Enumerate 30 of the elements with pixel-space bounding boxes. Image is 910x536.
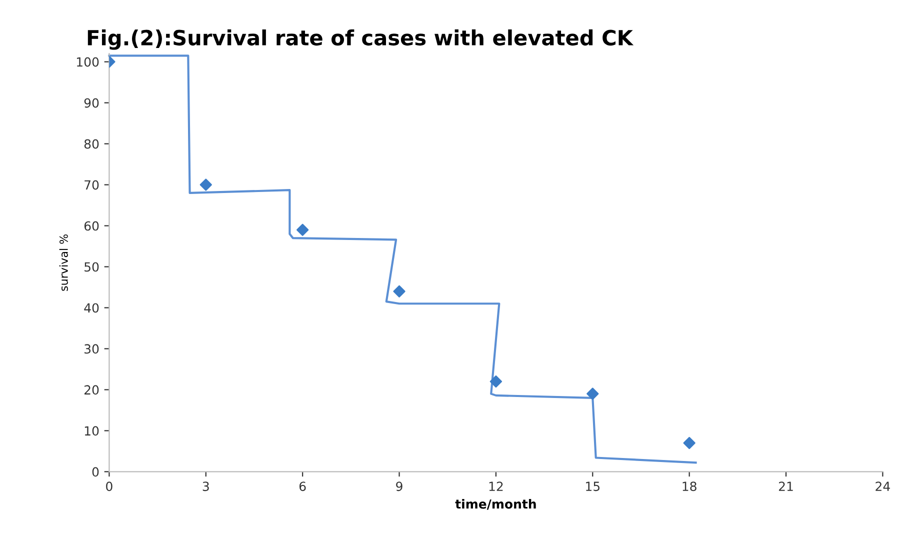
x-tick-label: 24 [876,482,890,491]
y-tick-label: 80 [84,139,99,149]
x-tick-label: 6 [299,482,306,492]
x-tick-label: 12 [489,482,503,491]
point [200,178,212,191]
y-tick-label: 30 [84,344,99,354]
y-tick-label: 50 [84,262,99,272]
y-tick-label: 20 [84,385,99,395]
point [586,388,599,400]
y-tick-label: 10 [84,426,99,436]
x-tick-label: 0 [106,482,112,492]
point [490,375,502,388]
y-tick-label: 40 [84,303,99,313]
y-tick-label: 100 [76,57,99,67]
chart-title: Fig.(2):Survival rate of cases with elevated CK [88,29,634,50]
y-tick-label: 70 [84,180,99,190]
y-tick-label: 90 [84,98,99,108]
y-axis-title: survival % [59,234,68,291]
x-tick-label: 21 [778,482,793,491]
point [393,285,406,298]
x-tick-label: 9 [396,482,402,492]
y-tick-label: 0 [92,467,99,477]
x-tick-label: 18 [682,482,696,492]
x-tick-label: 15 [586,482,600,492]
point [683,436,696,450]
point [296,224,309,236]
x-tick-label: 3 [202,482,209,492]
line-series [108,54,697,464]
y-tick-label: 60 [84,221,99,231]
x-axis-title: time/month [455,499,536,510]
